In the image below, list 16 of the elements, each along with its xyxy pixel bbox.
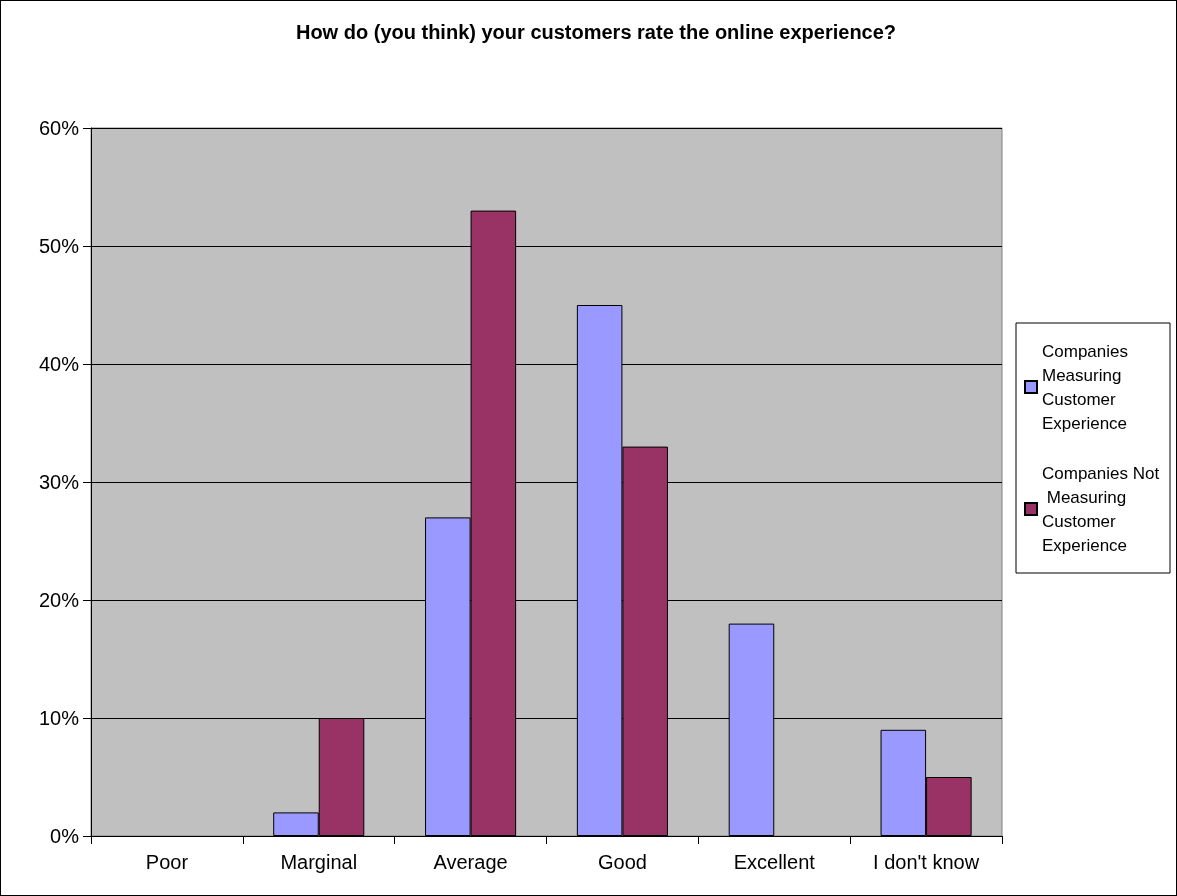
y-tick-label: 20%	[38, 589, 80, 611]
y-tick-label: 0%	[50, 825, 80, 847]
x-tick-label: Good	[597, 851, 647, 873]
legend-label: Companies Not Measuring Customer Experience	[1042, 463, 1160, 555]
x-tick-label: Average	[433, 851, 508, 873]
y-tick-label: 30%	[38, 471, 80, 493]
legend-label: Companies Measuring Customer Experience	[1042, 341, 1133, 433]
x-tick-label: Excellent	[733, 851, 816, 873]
chart-title: How do (you think) your customers rate the online experience?	[295, 21, 897, 43]
y-tick-label: 50%	[38, 235, 80, 257]
y-tick-label: 40%	[38, 353, 80, 375]
y-tick-label: 60%	[38, 117, 80, 139]
x-tick-label: I don't know	[873, 851, 980, 873]
y-tick-label: 10%	[38, 707, 80, 729]
x-tick-label: Poor	[145, 851, 189, 873]
x-tick-label: Marginal	[280, 851, 358, 873]
